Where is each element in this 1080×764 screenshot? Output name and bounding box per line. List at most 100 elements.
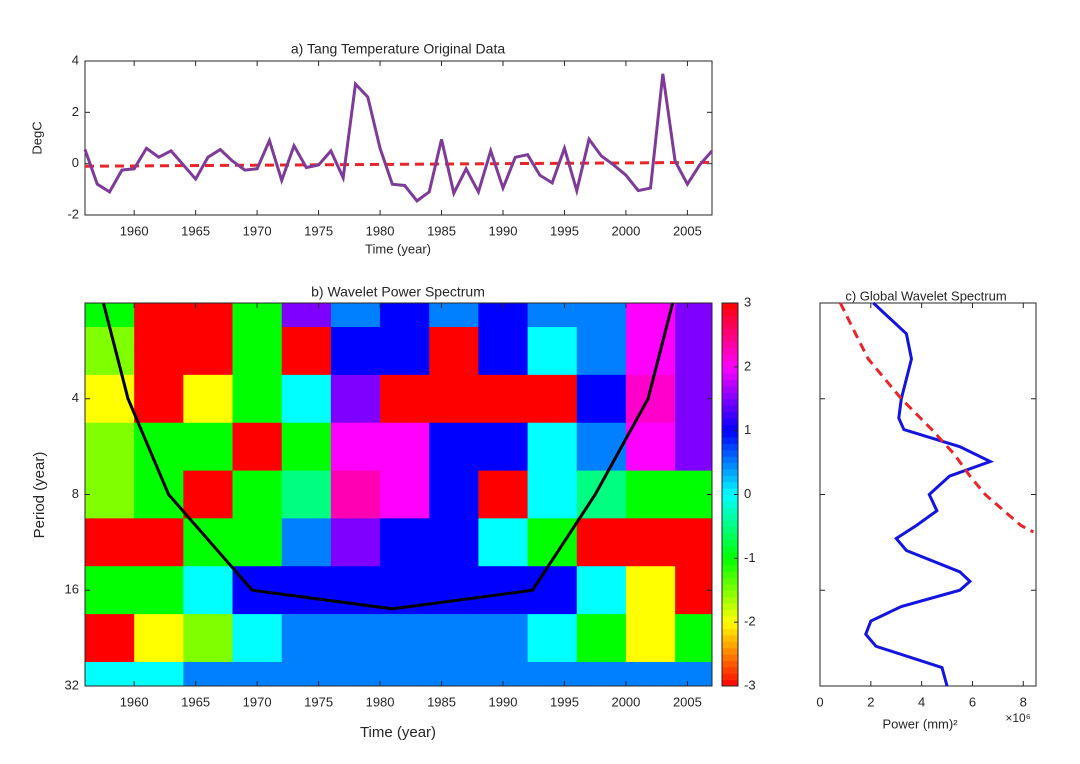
y-tick-label: 16	[65, 582, 79, 597]
colorbar-step	[722, 488, 738, 495]
power-cell	[281, 614, 332, 663]
power-cell	[134, 470, 184, 519]
x-tick-label: 1975	[304, 223, 333, 238]
power-cell	[380, 518, 430, 567]
power-cell	[330, 374, 381, 424]
power-cell	[281, 518, 332, 567]
power-cell	[183, 326, 234, 376]
panel-b-xlabel: Time (year)	[360, 724, 436, 741]
colorbar-step	[722, 641, 738, 649]
power-cell	[281, 374, 332, 424]
colorbar-step	[722, 360, 738, 368]
colorbar-step	[722, 520, 738, 527]
colorbar-step	[722, 513, 738, 521]
power-cell	[527, 614, 578, 663]
colorbar-tick-label: 0	[744, 486, 751, 501]
power-cell	[281, 326, 332, 376]
power-cell	[380, 422, 430, 472]
colorbar-step	[722, 532, 738, 540]
global-spectrum-line	[864, 301, 995, 687]
power-cell	[85, 566, 135, 615]
x-tick-label: 2005	[673, 694, 702, 709]
power-cell	[380, 326, 430, 376]
colorbar-step	[722, 545, 738, 553]
x-tick-label: 1975	[304, 694, 333, 709]
x-tick-label: 2005	[673, 223, 702, 238]
power-cell	[330, 303, 381, 328]
y-tick-label: 2	[72, 104, 79, 119]
x-tick-label: 0	[816, 694, 823, 709]
power-cell	[675, 661, 713, 687]
significance-line	[838, 302, 1035, 534]
y-tick-label: 0	[72, 155, 79, 170]
power-cell	[625, 518, 676, 567]
colorbar-step	[722, 634, 738, 642]
y-tick-label: 8	[72, 486, 79, 501]
colorbar-tick-label: 1	[744, 422, 751, 437]
x-tick-label: 1980	[366, 223, 395, 238]
colorbar-step	[722, 577, 738, 585]
power-cell	[183, 566, 234, 615]
panel-a-title: a) Tang Temperature Original Data	[291, 41, 505, 57]
panel-b-title: b) Wavelet Power Spectrum	[311, 284, 485, 300]
power-cell	[232, 326, 283, 376]
colorbar-step	[722, 583, 738, 591]
colorbar-tick-label: 3	[744, 294, 751, 309]
colorbar-step	[722, 373, 738, 381]
power-cell	[527, 470, 578, 519]
power-cell	[527, 303, 578, 328]
power-cell	[576, 518, 627, 567]
power-cell	[527, 374, 578, 424]
power-cell	[478, 326, 529, 376]
colorbar-step	[722, 475, 738, 483]
power-cell	[85, 470, 135, 519]
power-cell	[625, 374, 676, 424]
y-tick-label: 4	[72, 390, 79, 405]
colorbar-tick-label: -2	[744, 614, 756, 629]
power-cell	[478, 614, 529, 663]
power-cell	[576, 661, 627, 687]
power-cell	[85, 422, 135, 472]
x-tick-label: 2	[867, 694, 874, 709]
power-cell	[281, 303, 332, 328]
power-cell	[478, 470, 529, 519]
power-cell	[134, 566, 184, 615]
power-cell	[429, 422, 479, 472]
colorbar-step	[722, 654, 738, 661]
cone-of-influence	[101, 302, 675, 611]
power-cell	[625, 470, 676, 519]
x-tick-label: 1970	[243, 223, 272, 238]
x-tick-label: 6	[969, 694, 976, 709]
power-cell	[183, 374, 234, 424]
power-cell	[429, 374, 479, 424]
colorbar-step	[722, 443, 738, 451]
colorbar-tick-label: 2	[744, 358, 751, 373]
power-cell	[478, 518, 529, 567]
axes-box	[84, 60, 713, 216]
power-cell	[429, 566, 479, 615]
power-cell	[330, 326, 381, 376]
colorbar-step	[722, 564, 738, 572]
power-cell	[281, 566, 332, 615]
power-cell	[478, 422, 529, 472]
panel-b-ylabel: Period (year)	[31, 452, 48, 539]
colorbar-step	[722, 437, 738, 444]
power-cell	[675, 303, 713, 328]
x-tick-label: 1985	[427, 694, 456, 709]
colorbar-step	[722, 334, 738, 342]
power-cell	[429, 470, 479, 519]
panel-a-xlabel: Time (year)	[365, 241, 431, 256]
colorbar-step	[722, 379, 738, 387]
power-cell	[675, 614, 713, 663]
power-cell	[478, 374, 529, 424]
power-cell	[625, 422, 676, 472]
power-cell	[576, 566, 627, 615]
power-cell	[281, 470, 332, 519]
power-cell	[232, 422, 283, 472]
colorbar-step	[722, 328, 738, 336]
colorbar-step	[722, 322, 738, 330]
power-cell	[429, 518, 479, 567]
power-cell	[429, 661, 479, 687]
power-cell	[576, 422, 627, 472]
colorbar-step	[722, 347, 738, 355]
